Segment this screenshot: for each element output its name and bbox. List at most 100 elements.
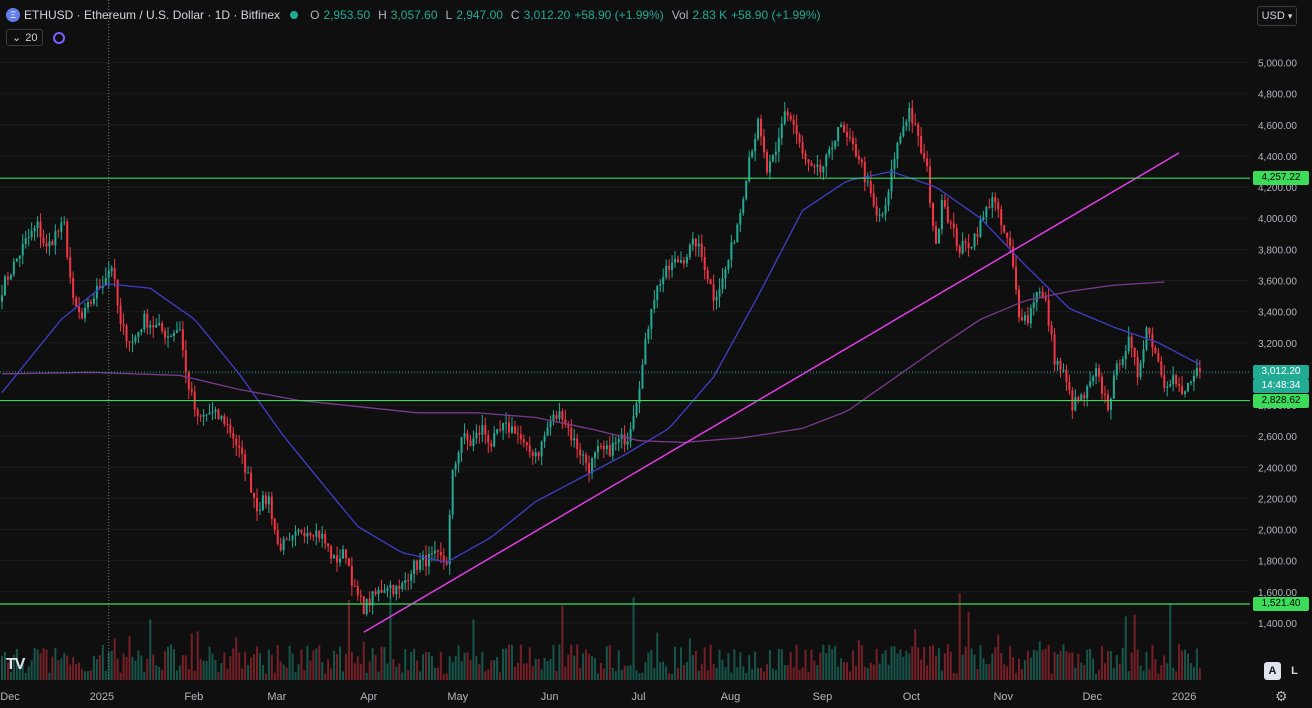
price-tick-label: 3,800.00 bbox=[1258, 245, 1297, 256]
volume-bar bbox=[881, 653, 884, 680]
candle-body bbox=[976, 233, 979, 237]
volume-bar bbox=[84, 671, 87, 680]
volume-bar bbox=[932, 645, 935, 680]
volume-bar bbox=[715, 667, 718, 680]
indicator-settings-icon[interactable] bbox=[53, 31, 66, 44]
candle-body bbox=[187, 372, 190, 390]
candle-body bbox=[149, 325, 152, 328]
candle-body bbox=[875, 205, 878, 216]
volume-bar bbox=[1044, 648, 1047, 680]
candle-body bbox=[810, 163, 813, 167]
volume-bar bbox=[967, 611, 970, 680]
candle-body bbox=[125, 325, 128, 342]
low-label: L bbox=[445, 8, 453, 22]
volume-bar bbox=[478, 664, 481, 680]
volume-bar bbox=[825, 653, 828, 680]
volume-bar bbox=[1166, 663, 1169, 680]
volume-bar bbox=[893, 645, 896, 680]
candle-body bbox=[291, 535, 294, 540]
candle-body bbox=[27, 237, 30, 239]
volume-bar bbox=[439, 651, 442, 680]
volume-bar bbox=[819, 652, 822, 680]
volume-bar bbox=[1195, 648, 1198, 680]
close-value: 3,012.20 bbox=[523, 8, 571, 22]
volume-bar bbox=[149, 619, 152, 680]
candle-body bbox=[12, 261, 15, 275]
candle-body bbox=[940, 200, 943, 230]
candle-body bbox=[757, 118, 760, 139]
volume-bar bbox=[134, 660, 137, 680]
volume-bar bbox=[1020, 668, 1023, 680]
candle-body bbox=[970, 246, 973, 249]
indicators-toggle[interactable]: ⌄ 20 bbox=[6, 29, 44, 46]
volume-bar bbox=[244, 651, 247, 680]
volume-bar bbox=[1178, 643, 1181, 680]
volume-bar bbox=[846, 662, 849, 680]
volume-bar bbox=[1050, 673, 1053, 680]
candle-body bbox=[1121, 359, 1124, 365]
candle-body bbox=[878, 215, 881, 217]
volume-bar bbox=[760, 667, 763, 680]
candle-body bbox=[15, 258, 18, 262]
candle-body bbox=[1038, 291, 1041, 293]
candle-body bbox=[1187, 383, 1189, 392]
volume-bar bbox=[196, 631, 199, 680]
candle-body bbox=[671, 262, 674, 270]
volume-bar bbox=[712, 664, 715, 680]
volume-bar bbox=[777, 648, 780, 680]
volume-value: 2.83 K bbox=[692, 8, 728, 22]
tradingview-logo[interactable]: TV bbox=[6, 656, 25, 673]
volume-bar bbox=[24, 673, 27, 680]
symbol-legend[interactable]: Ξ ETHUSD · Ethereum / U.S. Dollar · 1D ·… bbox=[6, 6, 821, 24]
candle-body bbox=[763, 136, 766, 153]
candle-body bbox=[1124, 351, 1127, 360]
candle-body bbox=[57, 231, 60, 233]
candle-body bbox=[199, 415, 202, 417]
ma-slow-line bbox=[1, 281, 1165, 444]
candle-body bbox=[493, 433, 496, 447]
candle-body bbox=[1157, 353, 1160, 362]
auto-scale-button[interactable]: A bbox=[1264, 662, 1281, 680]
candle-body bbox=[339, 558, 342, 563]
candle-body bbox=[923, 153, 926, 159]
volume-bar bbox=[611, 667, 614, 680]
candle-body bbox=[706, 270, 709, 280]
candle-body bbox=[650, 308, 653, 329]
volume-bar bbox=[33, 647, 36, 680]
candle-body bbox=[768, 161, 771, 173]
volume-bar bbox=[626, 665, 629, 680]
price-tick-label: 1,800.00 bbox=[1258, 557, 1297, 568]
candle-body bbox=[674, 259, 677, 263]
candle-body bbox=[134, 336, 137, 342]
gear-icon[interactable]: ⚙ bbox=[1275, 688, 1288, 704]
volume-bar bbox=[125, 656, 128, 680]
candle-body bbox=[1089, 381, 1092, 387]
volume-bar bbox=[970, 648, 973, 680]
symbol-title[interactable]: ETHUSD · Ethereum / U.S. Dollar · 1D · B… bbox=[24, 8, 281, 22]
volume-bar bbox=[442, 673, 445, 680]
volume-bar bbox=[792, 667, 795, 680]
candle-body bbox=[178, 329, 181, 331]
candle-body bbox=[665, 265, 668, 278]
volume-bar bbox=[1059, 650, 1062, 680]
candle-body bbox=[594, 452, 596, 459]
log-scale-button[interactable]: L bbox=[1291, 665, 1298, 677]
volume-bar bbox=[946, 644, 949, 680]
volume-bar bbox=[107, 652, 110, 680]
candle-body bbox=[184, 350, 187, 373]
candle-body bbox=[831, 147, 834, 150]
volume-bar bbox=[1189, 663, 1192, 680]
candle-body bbox=[860, 159, 863, 163]
volume-bar bbox=[175, 670, 178, 680]
volume-bar bbox=[1038, 641, 1041, 680]
candle-body bbox=[691, 238, 694, 246]
candle-body bbox=[1109, 398, 1112, 410]
volume-bar bbox=[843, 661, 846, 680]
time-tick-label: May bbox=[447, 691, 468, 703]
currency-select[interactable]: USD ▾ bbox=[1257, 6, 1297, 26]
volume-bar bbox=[1089, 648, 1092, 680]
volume-bar bbox=[116, 658, 119, 680]
volume-bar bbox=[608, 645, 611, 680]
volume-bar bbox=[81, 669, 84, 680]
